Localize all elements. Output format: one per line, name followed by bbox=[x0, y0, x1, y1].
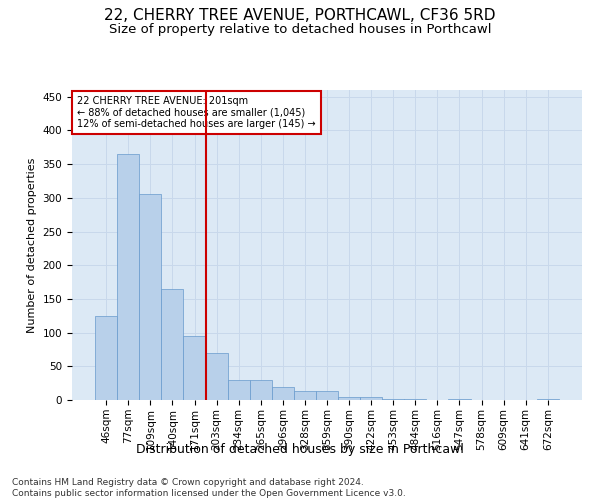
Bar bbox=[117, 154, 139, 400]
Bar bbox=[227, 380, 250, 400]
Bar bbox=[139, 194, 161, 400]
Bar bbox=[206, 353, 227, 400]
Text: Distribution of detached houses by size in Porthcawl: Distribution of detached houses by size … bbox=[136, 442, 464, 456]
Text: 22 CHERRY TREE AVENUE: 201sqm
← 88% of detached houses are smaller (1,045)
12% o: 22 CHERRY TREE AVENUE: 201sqm ← 88% of d… bbox=[77, 96, 316, 130]
Text: Size of property relative to detached houses in Porthcawl: Size of property relative to detached ho… bbox=[109, 22, 491, 36]
Bar bbox=[272, 386, 294, 400]
Bar bbox=[316, 391, 338, 400]
Bar bbox=[184, 336, 206, 400]
Bar bbox=[250, 380, 272, 400]
Bar bbox=[95, 316, 117, 400]
Bar bbox=[537, 398, 559, 400]
Bar bbox=[161, 289, 184, 400]
Y-axis label: Number of detached properties: Number of detached properties bbox=[27, 158, 37, 332]
Bar bbox=[448, 398, 470, 400]
Bar bbox=[404, 398, 427, 400]
Bar bbox=[294, 391, 316, 400]
Text: 22, CHERRY TREE AVENUE, PORTHCAWL, CF36 5RD: 22, CHERRY TREE AVENUE, PORTHCAWL, CF36 … bbox=[104, 8, 496, 22]
Text: Contains HM Land Registry data © Crown copyright and database right 2024.
Contai: Contains HM Land Registry data © Crown c… bbox=[12, 478, 406, 498]
Bar bbox=[382, 398, 404, 400]
Bar bbox=[338, 396, 360, 400]
Bar bbox=[360, 396, 382, 400]
